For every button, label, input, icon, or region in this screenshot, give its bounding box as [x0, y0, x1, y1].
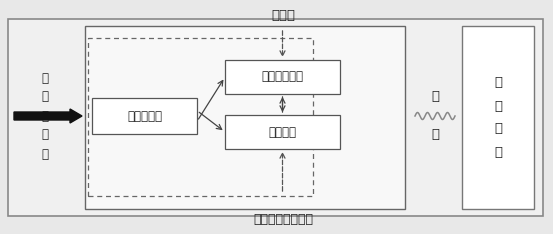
- Text: 処: 処: [431, 128, 439, 140]
- Bar: [88, 38, 313, 196]
- Text: 受
障
の
状
況: 受 障 の 状 況: [41, 72, 49, 161]
- Bar: [8, 19, 543, 216]
- Bar: [85, 26, 405, 209]
- FancyArrow shape: [14, 109, 82, 123]
- Text: 社会復帰システム: 社会復帰システム: [253, 213, 313, 226]
- Bar: [92, 98, 197, 134]
- Bar: [225, 60, 340, 94]
- Text: 対: 対: [431, 89, 439, 102]
- Text: 自己イメージ: 自己イメージ: [262, 70, 304, 84]
- Text: 職
場
環
境: 職 場 環 境: [494, 77, 502, 158]
- Text: 特性と技能: 特性と技能: [127, 110, 162, 123]
- Bar: [462, 26, 534, 209]
- Text: 個　人: 個 人: [272, 9, 295, 22]
- Bar: [225, 115, 340, 149]
- Text: 目　　標: 目 標: [269, 125, 296, 139]
